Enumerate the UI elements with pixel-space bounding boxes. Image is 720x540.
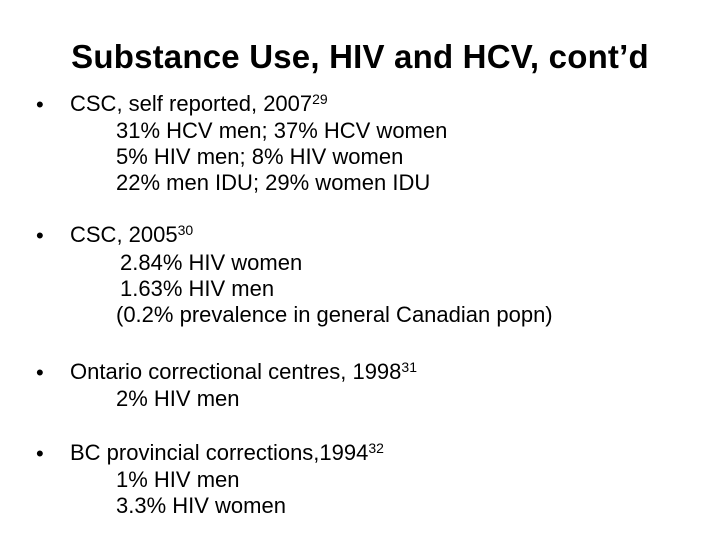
bullet-subline: 2.84% HIV women [120,250,303,275]
bullet-label: BC provincial corrections,1994 [70,440,369,465]
bullet-heading: Ontario correctional centres, 199831 [70,359,417,385]
bullet-dot: • [36,441,44,466]
bullet-subline: 1.63% HIV men [120,276,275,301]
bullet-dot: • [36,360,44,385]
bullet-label: CSC, self reported, 2007 [70,91,313,116]
bullet-subline: 31% HCV men; 37% HCV women [116,118,448,143]
reference-number: 29 [312,91,328,107]
slide-title: Substance Use, HIV and HCV, cont’d [71,38,649,75]
reference-number: 31 [401,359,417,375]
bullet-subline: (0.2% prevalence in general Canadian pop… [116,302,553,327]
bullet-subline: 3.3% HIV women [116,493,286,518]
bullet-dot: • [36,92,44,117]
bullet-label: CSC, 2005 [70,222,178,247]
bullet-subline: 1% HIV men [116,467,240,492]
reference-number: 30 [177,222,194,238]
bullet-heading: CSC, self reported, 200729 [70,91,328,117]
bullet-heading: BC provincial corrections,199432 [70,440,384,466]
bullet-subline: 2% HIV men [116,386,240,411]
bullet-subline: 5% HIV men; 8% HIV women [116,144,404,169]
bullet-dot: • [36,223,44,248]
bullet-subline: 22% men IDU; 29% women IDU [116,170,431,195]
bullet-heading: CSC, 200530 [70,222,193,248]
reference-number: 32 [368,440,384,456]
bullet-label: Ontario correctional centres, 1998 [70,359,402,384]
